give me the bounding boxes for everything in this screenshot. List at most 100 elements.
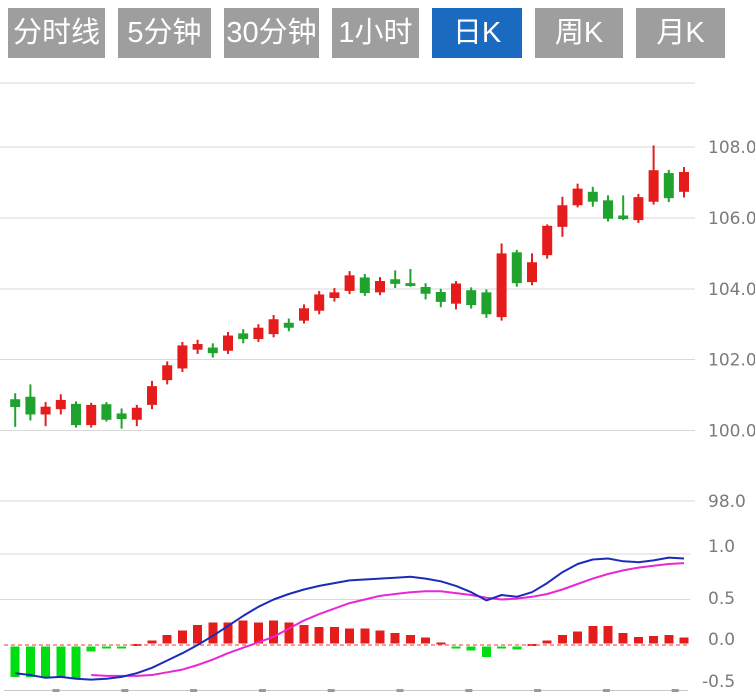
candle-body [192,344,203,350]
candle [10,393,21,427]
macd-bar [405,634,415,644]
candle-body [223,335,233,351]
macd-bar [451,646,461,649]
tab-daily-k[interactable]: 日K [432,8,522,58]
macd-bar [390,633,400,644]
candle-body [299,308,309,321]
tab-1hour[interactable]: 1小时 [332,8,419,58]
macd-bar [481,646,491,657]
candle [648,145,659,205]
candle [511,249,522,287]
candle-body [496,253,507,318]
macd-axis-label: 1.0 [708,537,735,557]
x-axis-tick [121,689,129,692]
macd-bar [329,626,339,644]
candle-body [177,345,188,369]
candle-body [314,294,325,311]
candle-body [542,225,553,256]
tab-5min[interactable]: 5分钟 [118,8,211,58]
candle [618,195,629,221]
macd-bar [664,634,674,644]
macd-bar [345,628,355,644]
tab-weekly-k[interactable]: 周K [535,8,623,58]
macd-bar [618,633,628,644]
candle [435,288,446,308]
macd-bar [649,635,659,644]
macd-bar [86,646,96,652]
price-axis-label: 98.0 [708,492,746,512]
candle-body [147,386,157,405]
macd-bar [223,622,233,644]
macd-bar [71,646,81,678]
candle-body [207,347,218,354]
macd-axis-label: 0.0 [708,630,735,650]
candle [557,196,568,237]
candle [405,268,416,287]
candle [40,402,51,427]
x-axis-tick [534,689,542,692]
candle [147,380,157,410]
candle-body [116,413,127,420]
macd-bar [41,646,51,678]
candle [238,329,249,344]
candle-body [283,322,294,328]
candle [344,271,355,295]
candle [268,314,279,338]
candle [390,270,401,289]
macd-bar [497,646,507,649]
tab-monthly-k[interactable]: 月K [636,8,725,58]
candle [633,193,644,223]
macd-bar [162,634,172,644]
candle [283,318,294,332]
macd-bar [177,630,187,644]
macd-bar [557,634,567,644]
candle-body [511,252,522,284]
macd-bar [10,646,20,677]
macd-bar [147,640,157,644]
x-axis-tick [465,689,473,692]
macd-bar [299,624,309,644]
candle [420,283,431,300]
candle [314,290,325,315]
candle [466,287,477,309]
dif-line [15,556,685,681]
candle [55,394,66,415]
macd-bar [512,646,522,650]
candle-body [557,205,568,227]
candle [587,186,598,207]
macd-bar [101,646,111,649]
candle-body [587,191,598,202]
macd-bar [253,622,263,644]
candle-body [268,319,279,335]
candle [207,343,218,358]
candle-body [329,292,340,299]
x-axis-tick [52,689,60,692]
macd-bar [542,640,552,644]
candle [86,402,97,428]
macd-axis-label: 0.5 [708,589,735,609]
candle-body [466,290,477,306]
dea-line [91,562,685,677]
candle-body [55,399,66,410]
candle-body [375,281,385,293]
candle [192,339,203,354]
candle-body [420,287,431,294]
candle-body [679,171,689,192]
candle-body [405,283,416,286]
x-axis-tick [602,689,610,692]
tab-30min[interactable]: 30分钟 [224,8,319,58]
candle-body [390,279,401,284]
candle [542,224,553,259]
macd-bar [633,636,643,644]
candle [572,183,583,208]
candle [25,384,36,421]
candle [253,324,264,342]
tab-time-line[interactable]: 分时线 [8,8,105,58]
macd-bar [314,626,324,644]
candle-body [633,197,644,221]
candle-body [451,283,461,304]
candle-body [648,170,659,202]
macd-bar [284,622,294,644]
